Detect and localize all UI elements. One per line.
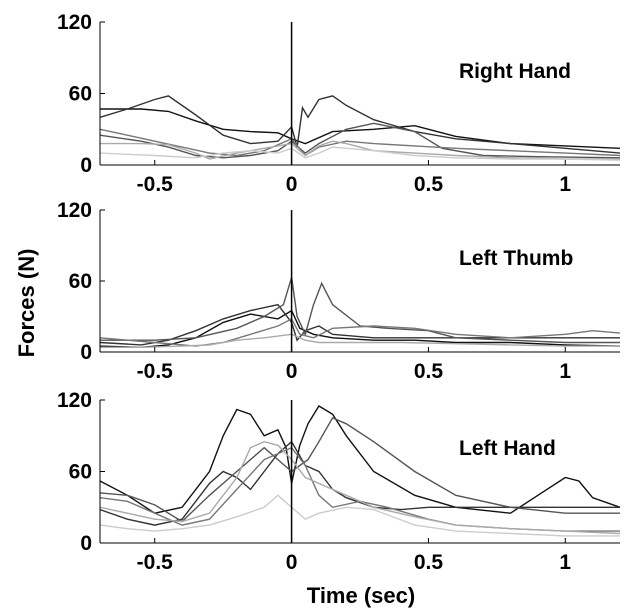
panel-2: 0 60 120 -0.5 0 0.5 1 Left Thumb <box>57 199 621 383</box>
y-tick-label: 60 <box>69 83 92 106</box>
series-line-5 <box>100 140 620 160</box>
series-line-6 <box>99 494 620 537</box>
panel-3: 0 60 120 -0.5 0 0.5 1 Left Hand <box>57 389 621 574</box>
y-tick-label: 120 <box>57 199 92 222</box>
series-line-1 <box>99 309 621 349</box>
x-tick-label: 0.5 <box>414 551 444 574</box>
x-tick-label: 0 <box>286 360 298 383</box>
series-line-2 <box>99 440 620 526</box>
x-tick-label: 0 <box>286 173 298 196</box>
y-tick-label: 60 <box>69 270 92 293</box>
y-tick-label: 120 <box>57 11 92 34</box>
x-tick-label: -0.5 <box>137 360 174 383</box>
series-line-1 <box>99 405 621 514</box>
x-axis-title: Time (sec) <box>307 583 415 608</box>
series-line-3 <box>99 417 620 523</box>
x-tick-label: 1 <box>559 360 571 383</box>
y-tick-label: 0 <box>80 532 92 555</box>
series-line-2 <box>99 95 621 154</box>
panel-title: Left Hand <box>459 437 556 460</box>
x-tick-label: -0.5 <box>137 551 174 574</box>
panel-1: 0 60 120 -0.5 0 0.5 1 Right Hand <box>57 11 621 196</box>
y-tick-label: 0 <box>80 341 92 364</box>
series-line-4 <box>99 128 621 157</box>
x-tick-label: 0.5 <box>414 360 444 383</box>
y-tick-label: 0 <box>80 154 92 177</box>
series-line-3 <box>99 122 621 159</box>
panel-title: Right Hand <box>459 60 571 83</box>
series-line-3 <box>100 277 620 344</box>
series-line-6 <box>99 146 621 161</box>
panel-title: Left Thumb <box>459 247 573 270</box>
x-tick-label: -0.5 <box>137 173 174 196</box>
x-tick-label: 1 <box>559 551 571 574</box>
y-tick-label: 60 <box>69 461 92 484</box>
y-tick-label: 120 <box>57 389 92 412</box>
series-line-5 <box>100 333 620 348</box>
x-tick-label: 0.5 <box>414 173 444 196</box>
x-tick-label: 1 <box>559 173 571 196</box>
y-axis-title: Forces (N) <box>14 249 39 358</box>
x-tick-label: 0 <box>286 551 298 574</box>
